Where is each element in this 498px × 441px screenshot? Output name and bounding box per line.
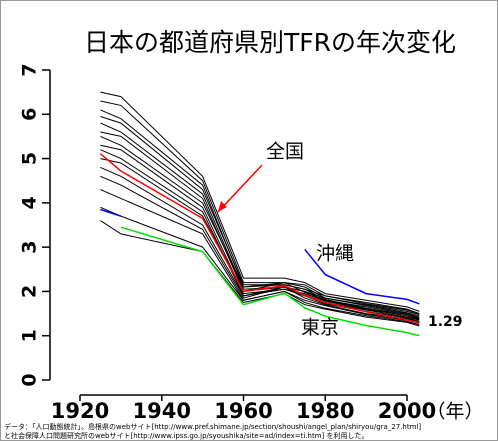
footnote: データ：「人口動態統計」。島根県のwebサイト[http://www.pref.… <box>4 422 421 431</box>
series-line <box>99 153 420 324</box>
series-label: 全国 <box>266 141 304 163</box>
series-line <box>100 131 420 318</box>
x-axis-label: （年） <box>426 401 483 423</box>
series-label: 東京 <box>301 317 339 339</box>
series-line <box>100 91 420 312</box>
arrow <box>217 164 263 213</box>
footnote: と社会保障人口問題研究所のwebサイト[http://www.ipss.go.j… <box>4 431 369 440</box>
series-line <box>304 248 420 305</box>
y-tick-label: 4 <box>19 196 41 209</box>
annotation: 1.29 <box>428 314 463 330</box>
x-tick-label: 1940 <box>133 399 191 423</box>
series-label: 沖縄 <box>316 243 354 265</box>
series-line <box>100 100 420 315</box>
y-tick-label: 6 <box>19 108 41 121</box>
y-tick-label: 1 <box>19 329 41 342</box>
y-tick-label: 7 <box>19 63 41 76</box>
x-tick-label: 2000 <box>378 399 436 423</box>
series-line <box>100 220 420 327</box>
series-line <box>100 208 122 217</box>
x-tick-label: 1960 <box>214 399 272 423</box>
y-tick-label: 0 <box>19 373 41 386</box>
series-line <box>120 226 420 337</box>
x-tick-label: 1980 <box>296 399 354 423</box>
y-tick-label: 3 <box>19 241 41 254</box>
y-tick-label: 2 <box>19 285 41 298</box>
series-line <box>100 158 420 321</box>
arrow-head <box>218 201 227 212</box>
series-line <box>100 189 420 324</box>
series-line <box>100 206 420 326</box>
chart-title: 日本の都道府県別TFRの年次変化 <box>84 28 456 57</box>
y-tick-label: 5 <box>19 152 41 165</box>
series-line <box>100 109 420 315</box>
x-tick-label: 1920 <box>51 399 109 423</box>
